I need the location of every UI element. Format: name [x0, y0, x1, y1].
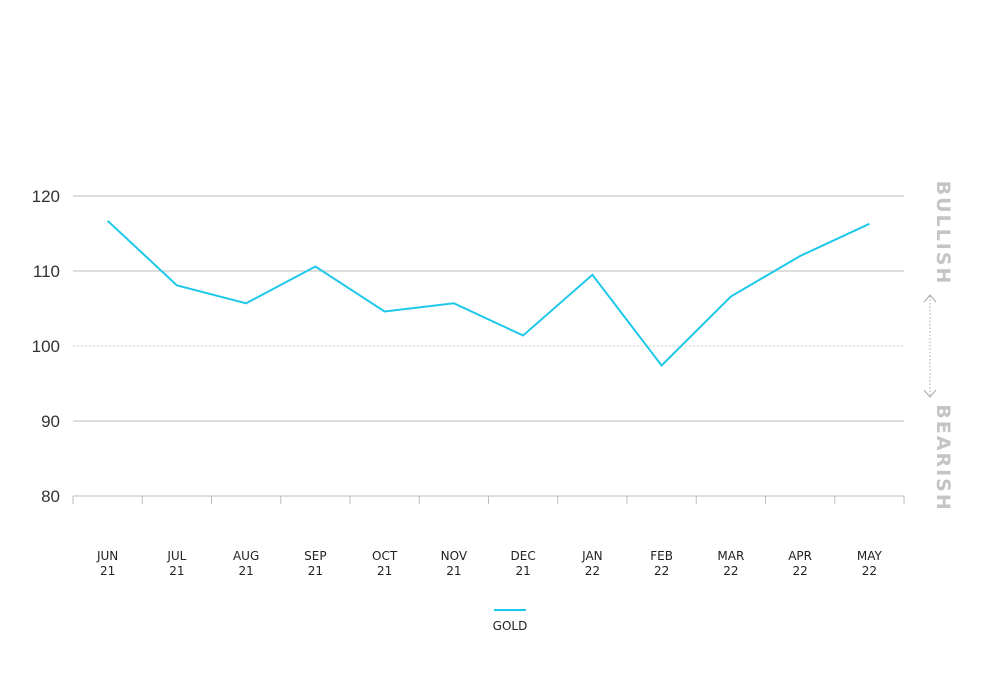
x-tick-label-month: JUN	[96, 549, 118, 563]
x-tick-label-month: MAY	[857, 549, 883, 563]
x-tick-label-year: 22	[862, 564, 877, 578]
x-tick-label-month: SEP	[304, 549, 326, 563]
x-tick-label-year: 22	[723, 564, 738, 578]
x-tick-label-year: 21	[446, 564, 461, 578]
x-tick-label-month: APR	[788, 549, 812, 563]
x-tick-label-year: 21	[377, 564, 392, 578]
x-tick-label-year: 21	[238, 564, 253, 578]
x-tick-label-year: 22	[792, 564, 807, 578]
y-tick-label: 120	[32, 187, 60, 206]
y-tick-label: 90	[41, 412, 60, 431]
x-tick-label-year: 22	[654, 564, 669, 578]
arrow-down-icon	[923, 389, 937, 398]
x-tick-label-month: OCT	[372, 549, 398, 563]
x-tick-label-month: AUG	[233, 549, 259, 563]
x-tick-label-month: FEB	[650, 549, 673, 563]
y-tick-label: 80	[41, 487, 60, 506]
x-tick-label-month: JAN	[581, 549, 603, 563]
series-line-gold	[106, 220, 870, 368]
arrow-up-icon	[923, 294, 937, 303]
x-tick-label-month: MAR	[717, 549, 744, 563]
bullish-label: BULLISH	[932, 181, 954, 286]
x-tick-label-year: 22	[585, 564, 600, 578]
y-tick-label: 100	[32, 337, 60, 356]
x-tick-label-year: 21	[169, 564, 184, 578]
legend-label-gold: GOLD	[493, 619, 528, 633]
x-tick-label-month: NOV	[441, 549, 468, 563]
x-tick-label-month: DEC	[511, 549, 536, 563]
x-tick-label-month: JUL	[166, 549, 186, 563]
x-tick-label-year: 21	[308, 564, 323, 578]
x-tick-label-year: 21	[100, 564, 115, 578]
x-tick-label-year: 21	[515, 564, 530, 578]
bearish-label: BEARISH	[932, 404, 954, 511]
y-tick-label: 110	[33, 262, 60, 281]
